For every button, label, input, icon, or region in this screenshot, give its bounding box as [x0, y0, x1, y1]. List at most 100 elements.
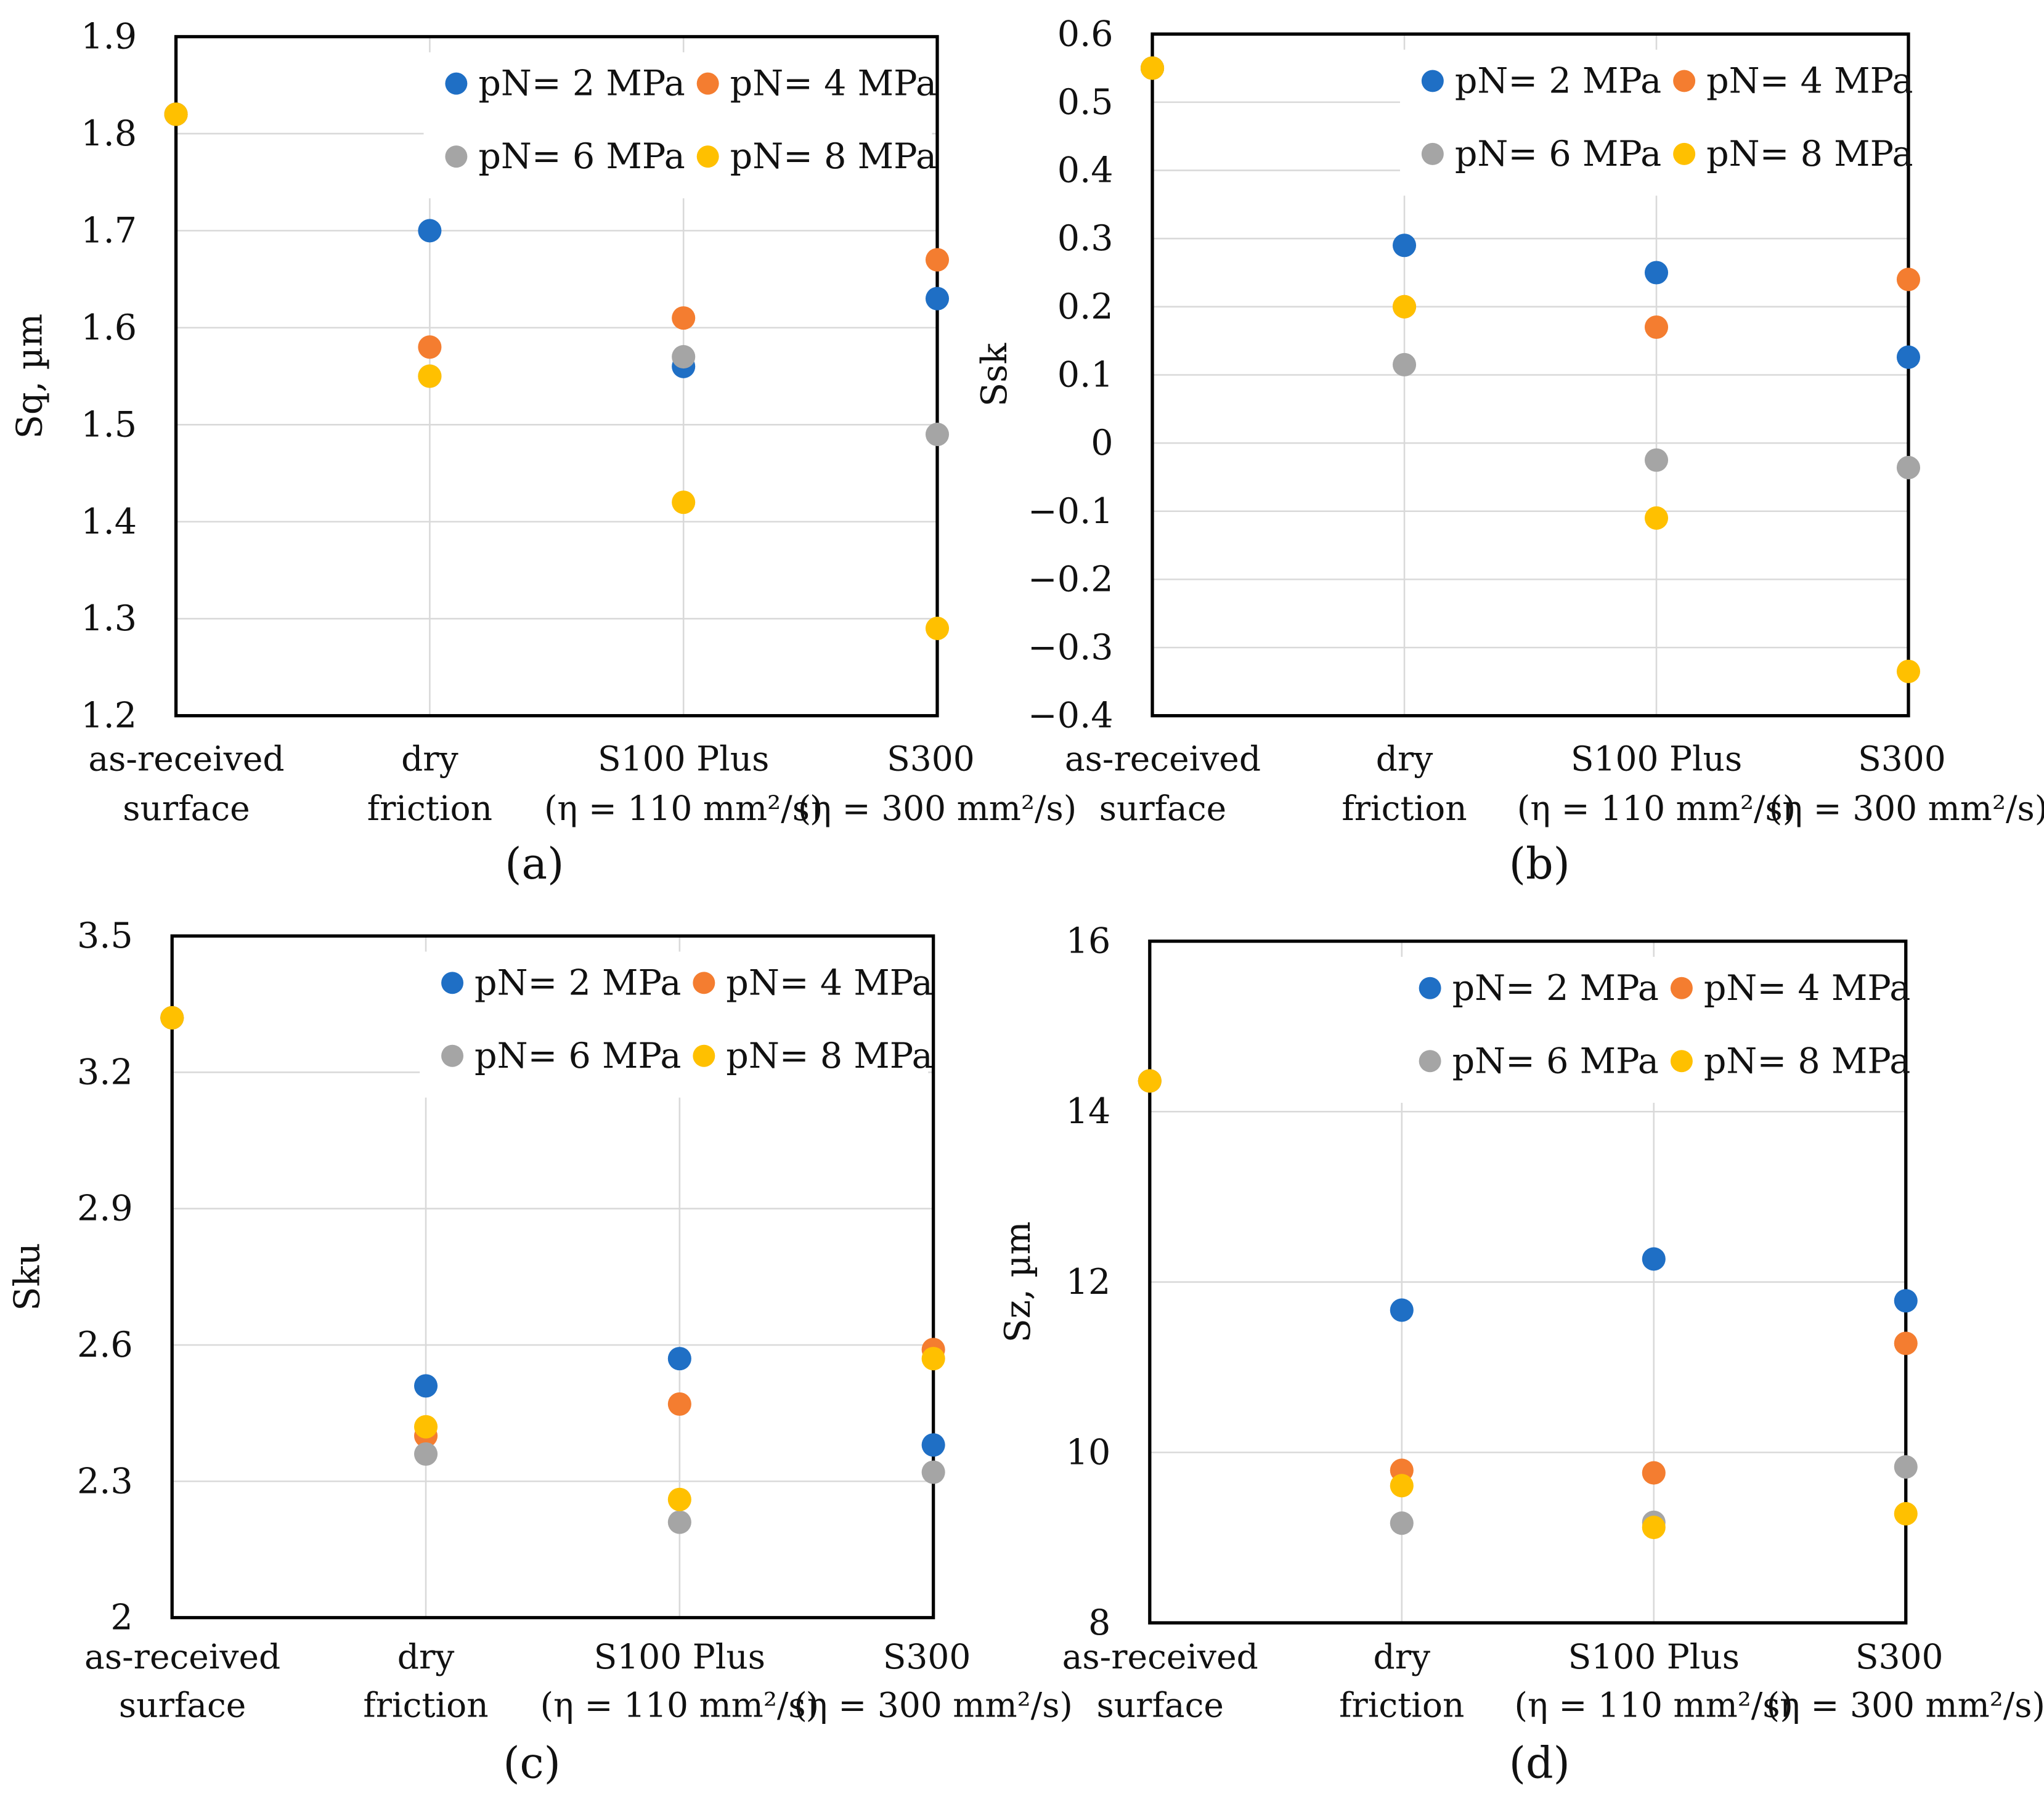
y-axis-title: Sq, µm: [10, 314, 51, 439]
y-tick-label: −0.1: [1028, 491, 1114, 532]
y-tick-label: 0.2: [1057, 286, 1114, 327]
legend-marker: [1673, 70, 1696, 92]
plot-frame: [1148, 939, 1908, 1625]
data-point-4: [1896, 659, 1921, 683]
y-tick-label: 2.9: [77, 1188, 133, 1229]
x-tick-label: dry: [1376, 739, 1433, 778]
data-point-4: [925, 616, 950, 640]
data-point-1: [1644, 261, 1669, 285]
data-point-2: [1642, 1461, 1666, 1485]
legend-marker: [693, 1044, 715, 1067]
x-tick-label: as-received: [1065, 739, 1261, 778]
legend-marker: [1421, 70, 1444, 92]
data-point-1: [1390, 1298, 1414, 1322]
data-point-4: [418, 364, 442, 388]
y-tick-label: 16: [1066, 921, 1111, 962]
legend-label: pN= 6 MPa: [474, 1036, 681, 1076]
x-tick-label: (η = 110 mm²/s): [540, 1685, 820, 1725]
y-tick-label: 0.5: [1057, 82, 1114, 123]
legend-background: [420, 951, 929, 1098]
legend-marker: [1421, 142, 1444, 165]
legend-marker: [693, 972, 715, 994]
data-point-2: [418, 335, 442, 359]
legend-marker: [1670, 1050, 1693, 1073]
y-tick-label: 1.5: [81, 404, 137, 445]
panel-label: (d): [1509, 1739, 1570, 1789]
data-point-3: [1392, 352, 1417, 376]
panel-label: (c): [503, 1739, 561, 1789]
x-tick-label: dry: [1374, 1637, 1431, 1676]
data-point-4: [1138, 1069, 1162, 1093]
y-tick-label: 14: [1066, 1091, 1111, 1132]
legend-label: pN= 2 MPa: [478, 63, 685, 104]
x-tick-label: (η = 110 mm²/s): [544, 789, 823, 828]
data-point-1: [1642, 1247, 1666, 1271]
legend-label: pN= 8 MPa: [1704, 1041, 1910, 1081]
legend-label: pN= 8 MPa: [726, 1036, 932, 1076]
y-tick-label: −0.4: [1028, 696, 1114, 736]
y-tick-label: −0.3: [1028, 627, 1114, 668]
chart-panel-a: 1.2 1.3 1.4 1.5 1.6 1.7 1.8 1.9 as-received surfa…: [10, 17, 1077, 890]
data-point-1: [418, 219, 442, 243]
data-point-4: [414, 1415, 438, 1439]
x-tick-label: dry: [397, 1637, 455, 1676]
data-point-1: [925, 286, 950, 311]
data-point-4: [921, 1347, 945, 1371]
data-point-2: [1896, 267, 1921, 291]
y-axis-title: Sku: [7, 1243, 47, 1311]
data-point-3: [1644, 448, 1669, 472]
chart-panel-b: −0.4 −0.3 −0.2 −0.1 0 0.1 0.2 0.3 0.4 0.5 0.6 as-re…: [974, 14, 2044, 889]
x-tick-label: S100 Plus: [1568, 1637, 1740, 1676]
x-tick-label: as-received: [88, 739, 284, 778]
data-point-4: [1392, 295, 1417, 319]
data-point-1: [921, 1433, 945, 1457]
y-tick-label: 0.1: [1057, 354, 1114, 395]
x-tick-label: (η = 300 mm²/s): [798, 789, 1077, 828]
data-point-4: [1390, 1474, 1414, 1498]
y-tick-label: 1.9: [81, 17, 137, 57]
x-tick-label: S100 Plus: [1571, 739, 1742, 778]
legend-background: [1399, 49, 1908, 196]
y-tick-label: 2: [110, 1598, 132, 1638]
x-tick-label: as-received: [84, 1637, 280, 1676]
x-tick-label: S300: [1858, 739, 1946, 778]
x-tick-label: surface: [123, 789, 250, 828]
legend-marker: [1673, 142, 1696, 165]
x-tick-label: friction: [1342, 789, 1467, 828]
data-point-3: [414, 1442, 438, 1466]
y-tick-label: 2.3: [77, 1461, 133, 1501]
x-tick-label: friction: [367, 789, 492, 828]
y-tick-label: 1.3: [81, 598, 137, 639]
data-point-3: [925, 423, 950, 447]
legend-label: pN= 4 MPa: [730, 63, 937, 104]
x-tick-label: friction: [363, 1685, 488, 1725]
y-tick-label: 0: [1091, 423, 1113, 463]
x-tick-label: S300: [883, 1637, 971, 1676]
legend-marker: [441, 972, 464, 994]
data-point-4: [672, 490, 696, 514]
legend-marker: [696, 145, 719, 168]
y-tick-label: −0.2: [1028, 559, 1114, 599]
x-tick-label: (η = 110 mm²/s): [1515, 1685, 1794, 1725]
y-tick-label: 1.6: [81, 307, 137, 348]
data-point-3: [1894, 1455, 1918, 1479]
data-point-3: [1390, 1511, 1414, 1535]
x-tick-label: dry: [401, 739, 458, 778]
y-tick-label: 12: [1066, 1262, 1111, 1302]
plot-frame: [174, 35, 939, 718]
legend-marker: [696, 72, 719, 95]
data-point-4: [160, 1006, 184, 1030]
data-point-1: [1896, 345, 1921, 369]
data-point-1: [414, 1374, 438, 1398]
x-tick-label: S100 Plus: [598, 739, 769, 778]
legend-marker: [445, 145, 468, 168]
plot-frame: [1150, 32, 1910, 718]
legend-marker: [441, 1044, 464, 1067]
x-tick-label: (η = 300 mm²/s): [1767, 1685, 2044, 1725]
data-point-4: [667, 1487, 691, 1511]
data-point-2: [1644, 315, 1669, 339]
legend-label: pN= 8 MPa: [1706, 134, 1913, 174]
plot-frame: [170, 934, 935, 1620]
legend-marker: [1419, 977, 1441, 999]
